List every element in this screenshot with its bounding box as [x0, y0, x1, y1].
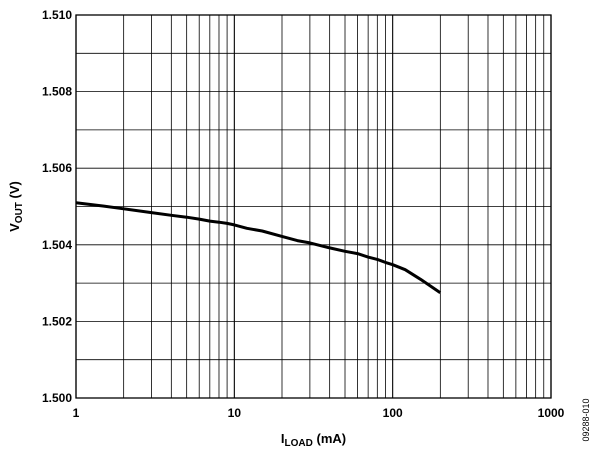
series-layer [75, 201, 442, 294]
y-tick-label: 1.506 [42, 161, 72, 175]
x-tick-label: 1 [73, 406, 80, 420]
x-tick-label: 1000 [538, 406, 565, 420]
figure-id: 09288-010 [581, 398, 591, 441]
x-axis-label: ILOAD (mA) [281, 431, 346, 449]
y-tick-label: 1.502 [42, 314, 72, 328]
y-tick-label: 1.510 [42, 8, 72, 22]
y-tick-label: 1.504 [42, 238, 72, 252]
x-tick-label: 100 [383, 406, 403, 420]
plot-frame [75, 14, 552, 399]
tick-labels: 1 10 100 1000 1.500 1.502 1.504 1.506 1.508 1.510 [42, 8, 565, 420]
y-tick-label: 1.508 [42, 85, 72, 99]
grid-major [75, 14, 552, 399]
series-line [75, 201, 442, 294]
x-tick-label: 10 [228, 406, 242, 420]
y-tick-label: 1.500 [42, 391, 72, 405]
y-axis-label: VOUT (V) [7, 181, 25, 232]
